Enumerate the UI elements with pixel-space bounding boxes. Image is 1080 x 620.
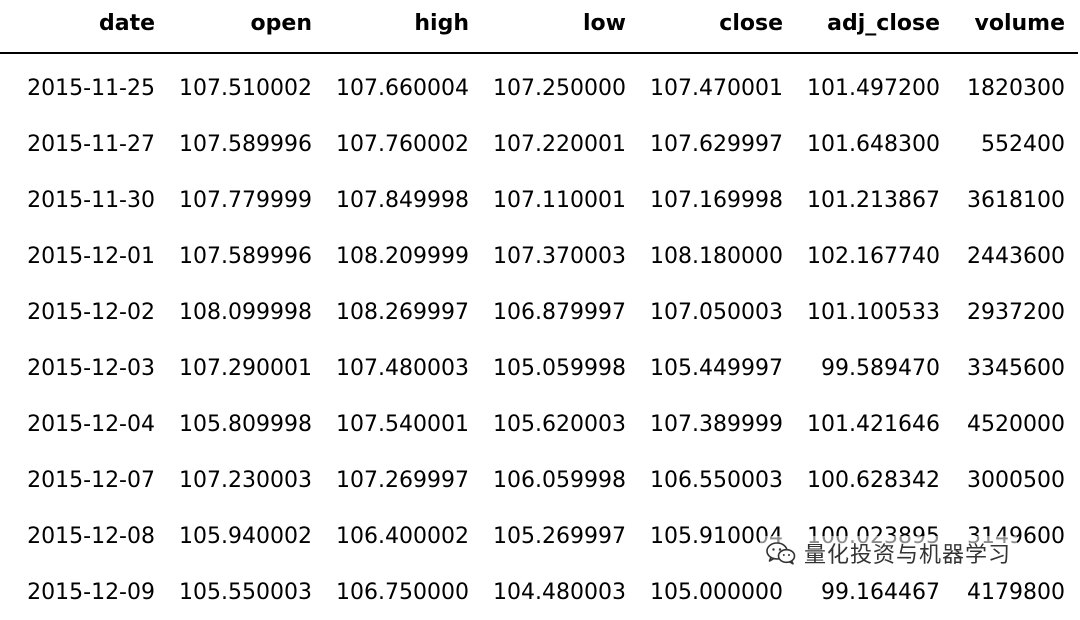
cell-date: 2015-11-30	[27, 187, 155, 213]
dataframe-view: date open high low close adj_close volum…	[0, 0, 1078, 605]
cell-open: 107.510002	[179, 75, 312, 101]
cell-high: 108.269997	[336, 299, 469, 325]
cell-date: 2015-12-04	[27, 411, 155, 437]
cell-low: 107.220001	[493, 131, 626, 157]
cell-close: 108.180000	[650, 243, 783, 269]
cell-date: 2015-12-08	[27, 523, 155, 549]
cell-volume: 3618100	[967, 187, 1065, 213]
cell-open: 107.589996	[179, 243, 312, 269]
cell-adj-close: 102.167740	[807, 243, 940, 269]
column-header-low: low	[482, 0, 639, 54]
cell-open: 107.779999	[179, 187, 312, 213]
cell-high: 107.660004	[336, 75, 469, 101]
cell-volume: 3345600	[967, 355, 1065, 381]
wechat-watermark: 量化投资与机器学习	[760, 536, 1018, 570]
watermark-text: 量化投资与机器学习	[804, 543, 1012, 568]
table-row: 2015-12-09 105.550003 106.750000 104.480…	[0, 564, 1078, 620]
cell-high: 107.269997	[336, 467, 469, 493]
cell-open: 105.550003	[179, 579, 312, 605]
table-row: 2015-12-07 107.230003 107.269997 106.059…	[0, 452, 1078, 508]
cell-low: 107.370003	[493, 243, 626, 269]
cell-high: 107.540001	[336, 411, 469, 437]
column-header-open: open	[168, 0, 325, 54]
cell-high: 107.760002	[336, 131, 469, 157]
cell-date: 2015-12-02	[27, 299, 155, 325]
cell-date: 2015-12-09	[27, 579, 155, 605]
cell-volume: 552400	[981, 131, 1065, 157]
cell-adj-close: 99.589470	[821, 355, 940, 381]
cell-high: 107.480003	[336, 355, 469, 381]
cell-low: 104.480003	[493, 579, 626, 605]
cell-date: 2015-12-07	[27, 467, 155, 493]
column-header-date: date	[0, 0, 168, 54]
cell-volume: 4520000	[967, 411, 1065, 437]
cell-low: 105.059998	[493, 355, 626, 381]
cell-low: 106.059998	[493, 467, 626, 493]
cell-close: 105.000000	[650, 579, 783, 605]
cell-date: 2015-12-03	[27, 355, 155, 381]
cell-close: 106.550003	[650, 467, 783, 493]
cell-open: 108.099998	[179, 299, 312, 325]
cell-date: 2015-11-25	[27, 75, 155, 101]
cell-close: 107.389999	[650, 411, 783, 437]
table-row: 2015-11-30 107.779999 107.849998 107.110…	[0, 172, 1078, 228]
cell-close: 105.449997	[650, 355, 783, 381]
cell-high: 106.400002	[336, 523, 469, 549]
table-row: 2015-12-04 105.809998 107.540001 105.620…	[0, 396, 1078, 452]
cell-adj-close: 99.164467	[821, 579, 940, 605]
cell-volume: 1820300	[967, 75, 1065, 101]
cell-open: 107.290001	[179, 355, 312, 381]
cell-volume: 3000500	[967, 467, 1065, 493]
cell-close: 107.169998	[650, 187, 783, 213]
cell-adj-close: 101.497200	[807, 75, 940, 101]
cell-low: 106.879997	[493, 299, 626, 325]
cell-low: 107.250000	[493, 75, 626, 101]
cell-adj-close: 101.421646	[807, 411, 940, 437]
cell-open: 105.940002	[179, 523, 312, 549]
cell-open: 107.589996	[179, 131, 312, 157]
cell-close: 107.470001	[650, 75, 783, 101]
column-header-volume: volume	[953, 0, 1078, 54]
cell-volume: 2443600	[967, 243, 1065, 269]
cell-close: 107.629997	[650, 131, 783, 157]
cell-low: 107.110001	[493, 187, 626, 213]
cell-high: 106.750000	[336, 579, 469, 605]
table-header-row: date open high low close adj_close volum…	[0, 0, 1078, 54]
cell-volume: 4179800	[967, 579, 1065, 605]
cell-high: 108.209999	[336, 243, 469, 269]
column-header-high: high	[325, 0, 482, 54]
cell-low: 105.620003	[493, 411, 626, 437]
cell-adj-close: 101.648300	[807, 131, 940, 157]
cell-adj-close: 101.213867	[807, 187, 940, 213]
cell-open: 107.230003	[179, 467, 312, 493]
table-row: 2015-12-02 108.099998 108.269997 106.879…	[0, 284, 1078, 340]
cell-date: 2015-11-27	[27, 131, 155, 157]
cell-adj-close: 101.100533	[807, 299, 940, 325]
cell-low: 105.269997	[493, 523, 626, 549]
cell-adj-close: 100.628342	[807, 467, 940, 493]
column-header-close: close	[639, 0, 796, 54]
table-row: 2015-12-03 107.290001 107.480003 105.059…	[0, 340, 1078, 396]
table-row: 2015-11-25 107.510002 107.660004 107.250…	[0, 53, 1078, 116]
cell-high: 107.849998	[336, 187, 469, 213]
cell-date: 2015-12-01	[27, 243, 155, 269]
table-row: 2015-12-01 107.589996 108.209999 107.370…	[0, 228, 1078, 284]
wechat-icon	[766, 542, 796, 565]
table-row: 2015-11-27 107.589996 107.760002 107.220…	[0, 116, 1078, 172]
cell-open: 105.809998	[179, 411, 312, 437]
cell-volume: 2937200	[967, 299, 1065, 325]
cell-close: 107.050003	[650, 299, 783, 325]
column-header-adj-close: adj_close	[796, 0, 953, 54]
